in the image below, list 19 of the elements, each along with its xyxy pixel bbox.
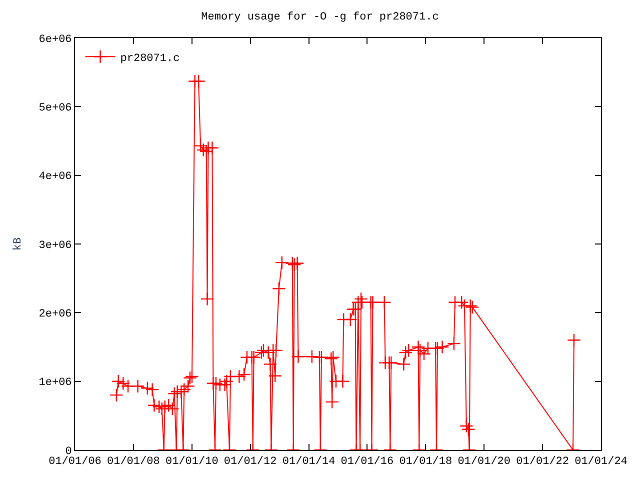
legend-label: pr28071.c	[120, 52, 180, 65]
x-tick-label: 01/01/12	[224, 456, 277, 468]
x-tick-label: 01/01/20	[458, 456, 511, 468]
x-tick-label: 01/01/22	[516, 456, 569, 468]
x-tick-label: 01/01/24	[574, 456, 628, 468]
y-tick-label: 5e+06	[38, 102, 72, 115]
x-tick-label: 01/01/06	[48, 456, 102, 468]
chart-title: Memory usage for -O -g for pr28071.c	[201, 12, 439, 24]
x-tick-label: 01/01/14	[282, 456, 336, 468]
x-tick-label: 01/01/08	[107, 456, 160, 468]
y-tick-label: 1e+06	[38, 377, 72, 390]
y-tick-label: 4e+06	[38, 171, 72, 184]
x-tick-label: 01/01/18	[399, 456, 452, 468]
y-tick-label: 2e+06	[38, 308, 72, 321]
y-axis-title: kB	[12, 237, 24, 251]
x-tick-label: 01/01/16	[340, 456, 394, 468]
x-tick-label: 01/01/10	[165, 456, 218, 468]
y-tick-label: 3e+06	[38, 240, 72, 252]
y-tick-label: 6e+06	[38, 34, 72, 46]
